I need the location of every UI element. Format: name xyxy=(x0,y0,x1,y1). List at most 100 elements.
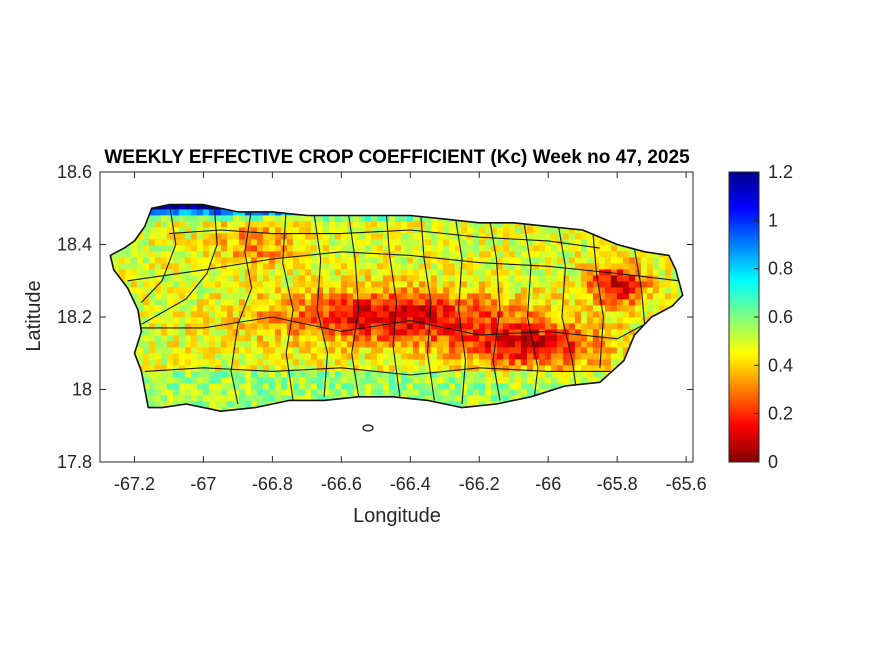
kc-cell xyxy=(250,227,258,234)
kc-cell xyxy=(172,383,180,390)
kc-cell xyxy=(184,377,192,384)
kc-cell xyxy=(334,359,342,366)
kc-cell xyxy=(664,281,672,288)
kc-cell xyxy=(586,335,594,342)
kc-cell xyxy=(166,383,174,390)
kc-cell xyxy=(580,377,588,384)
y-tick-label: 18.2 xyxy=(57,307,92,327)
kc-cell xyxy=(274,257,282,264)
kc-cell xyxy=(196,245,204,252)
kc-cell xyxy=(310,317,318,324)
kc-cell xyxy=(172,389,180,396)
kc-cell xyxy=(538,299,546,306)
kc-cell xyxy=(154,341,162,348)
kc-cell xyxy=(286,245,294,252)
kc-cell xyxy=(364,245,372,252)
kc-cell xyxy=(166,233,174,240)
kc-cell xyxy=(352,257,360,264)
kc-cell xyxy=(538,305,546,312)
kc-cell xyxy=(382,251,390,258)
kc-cell xyxy=(340,287,348,294)
kc-cell xyxy=(310,263,318,270)
kc-cell xyxy=(166,275,174,282)
kc-cell xyxy=(424,317,432,324)
kc-cell xyxy=(280,365,288,372)
kc-cell xyxy=(592,239,600,246)
kc-cell xyxy=(232,233,240,240)
kc-cell xyxy=(322,377,330,384)
kc-cell xyxy=(460,389,468,396)
kc-cell xyxy=(388,281,396,288)
kc-cell xyxy=(448,323,456,330)
kc-cell xyxy=(322,389,330,396)
kc-cell xyxy=(442,371,450,378)
kc-cell xyxy=(280,269,288,276)
kc-cell xyxy=(286,341,294,348)
kc-cell xyxy=(658,287,666,294)
kc-cell xyxy=(442,221,450,228)
kc-cell xyxy=(358,365,366,372)
kc-cell xyxy=(520,365,528,372)
kc-cell xyxy=(598,371,606,378)
kc-cell xyxy=(256,365,264,372)
kc-cell xyxy=(358,311,366,318)
kc-cell xyxy=(598,353,606,360)
kc-cell xyxy=(508,383,516,390)
kc-cell xyxy=(670,299,678,306)
kc-cell xyxy=(622,269,630,276)
kc-cell xyxy=(184,269,192,276)
kc-cell xyxy=(520,323,528,330)
kc-cell xyxy=(466,293,474,300)
kc-cell xyxy=(148,257,156,264)
kc-cell xyxy=(214,347,222,354)
kc-cell xyxy=(310,227,318,234)
kc-cell xyxy=(352,263,360,270)
kc-cell xyxy=(190,299,198,306)
kc-cell xyxy=(154,365,162,372)
kc-cell xyxy=(178,395,186,402)
kc-cell xyxy=(160,269,168,276)
kc-cell xyxy=(232,275,240,282)
kc-cell xyxy=(508,275,516,282)
kc-cell xyxy=(496,281,504,288)
kc-cell xyxy=(460,263,468,270)
kc-cell xyxy=(400,323,408,330)
kc-cell xyxy=(268,329,276,336)
kc-cell xyxy=(436,221,444,228)
kc-cell xyxy=(352,383,360,390)
kc-cell xyxy=(544,329,552,336)
kc-cell xyxy=(238,257,246,264)
kc-cell xyxy=(142,317,150,324)
kc-cell xyxy=(562,227,570,234)
kc-cell xyxy=(322,245,330,252)
kc-cell xyxy=(376,293,384,300)
kc-cell xyxy=(424,311,432,318)
kc-cell xyxy=(520,389,528,396)
kc-cell xyxy=(262,383,270,390)
kc-cell xyxy=(190,305,198,312)
kc-cell xyxy=(166,347,174,354)
kc-cell xyxy=(172,347,180,354)
kc-cell xyxy=(610,317,618,324)
kc-cell xyxy=(622,347,630,354)
kc-cell xyxy=(520,227,528,234)
kc-cell xyxy=(394,299,402,306)
kc-cell xyxy=(226,215,234,222)
kc-cell xyxy=(376,245,384,252)
kc-cell xyxy=(382,239,390,246)
kc-cell xyxy=(466,239,474,246)
kc-cell xyxy=(616,317,624,324)
kc-cell xyxy=(376,329,384,336)
kc-cell xyxy=(226,401,234,408)
kc-cell xyxy=(304,389,312,396)
kc-cell xyxy=(508,335,516,342)
kc-cell xyxy=(574,245,582,252)
kc-cell xyxy=(640,275,648,282)
kc-cell xyxy=(352,353,360,360)
kc-cell xyxy=(334,293,342,300)
kc-cell xyxy=(262,329,270,336)
kc-cell xyxy=(358,359,366,366)
kc-cell xyxy=(268,371,276,378)
kc-cell xyxy=(580,335,588,342)
kc-cell xyxy=(448,233,456,240)
